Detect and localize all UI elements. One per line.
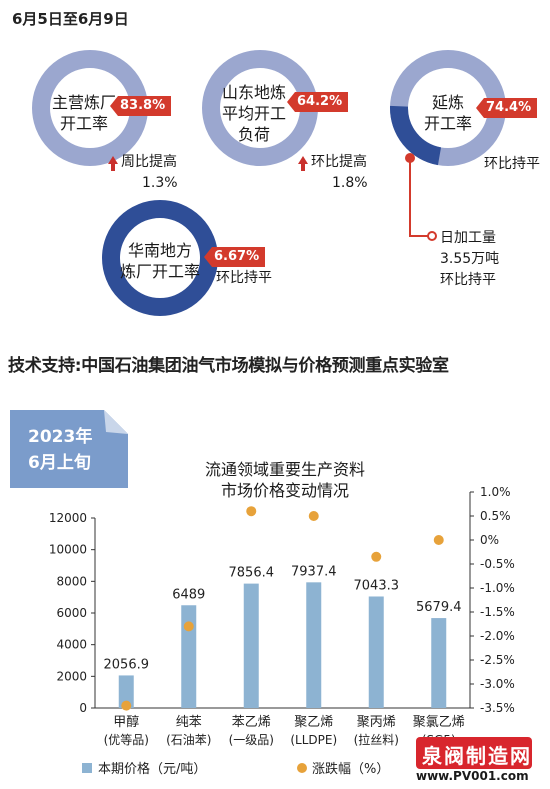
bar-value-label: 6489: [172, 587, 205, 602]
change-note: 环比提高 1.8%: [298, 152, 368, 194]
indicator-label: 山东地炼 平均开工 负荷: [221, 83, 286, 144]
category-sub-label: (拉丝料): [354, 732, 399, 747]
watermark-name: 泉阀制造网: [422, 744, 532, 768]
chart-title-line2: 市场价格变动情况: [220, 481, 349, 500]
category-sub-label: (LLDPE): [290, 733, 337, 747]
value-flag: 64.2%: [287, 92, 349, 112]
right-tick-label: -1.5%: [480, 605, 515, 619]
change-note: 周比提高 1.3%: [108, 152, 178, 194]
right-tick-label: 0%: [480, 533, 499, 547]
left-tick-label: 2000: [56, 669, 87, 683]
category-label: 甲醇: [113, 714, 139, 730]
right-tick-label: -2.0%: [480, 629, 515, 643]
right-tick-label: -1.0%: [480, 581, 515, 595]
change-note: 环比持平: [484, 156, 540, 172]
bar-value-label: 2056.9: [104, 657, 150, 672]
bar: [368, 596, 384, 708]
bar-value-label: 7937.4: [291, 564, 337, 579]
category-sub-label: (一级品): [229, 733, 274, 747]
bar: [306, 582, 322, 708]
extra-note: 日加工量 3.55万吨 环比持平: [440, 230, 500, 288]
category-label: 聚丙烯: [357, 715, 396, 730]
legend-dot-label: 涨跌幅（%）: [312, 761, 389, 777]
change-dot: [308, 511, 319, 521]
legend-dot-swatch: [297, 763, 307, 773]
bar-value-label: 7856.4: [229, 566, 275, 581]
bar: [243, 583, 259, 708]
right-tick-label: -0.5%: [480, 557, 515, 571]
value-flag: 74.4%: [476, 98, 538, 118]
category-sub-label: (优等品): [104, 733, 149, 747]
legend-bar-label: 本期价格（元/吨）: [98, 761, 206, 777]
watermark-url: www.PV001.com: [416, 769, 529, 783]
indicator-label: 华南地方 炼厂开工率: [119, 241, 200, 281]
category-label: 聚乙烯: [294, 715, 333, 730]
date-range-title: 6月5日至6月9日: [12, 10, 129, 28]
left-tick-label: 0: [79, 701, 87, 715]
left-tick-label: 12000: [49, 511, 87, 525]
right-tick-label: 1.0%: [480, 485, 511, 499]
left-tick-label: 4000: [56, 638, 87, 652]
indicator-label: 延炼 开工率: [423, 93, 472, 133]
corner-period: 6月上旬: [28, 453, 91, 473]
change-dot: [246, 506, 257, 517]
corner-year: 2023年: [28, 427, 93, 447]
right-tick-label: -3.0%: [480, 677, 515, 691]
bar-value-label: 5679.4: [416, 600, 462, 615]
price-chart: 0 2000 4000 6000 8000 10000 12000 1.0% 0.5% 0% -0.…: [49, 485, 515, 777]
bar: [118, 675, 134, 708]
change-dot: [433, 535, 444, 545]
chart-title-line1: 流通领域重要生产资料: [204, 460, 365, 479]
bar: [431, 618, 447, 708]
change-dot: [371, 551, 382, 562]
right-tick-label: -3.5%: [480, 701, 515, 715]
up-arrow-icon: [298, 156, 308, 171]
connector-line: [405, 153, 437, 241]
left-tick-label: 8000: [56, 574, 87, 588]
category-label: 聚氯乙烯: [413, 715, 465, 730]
bar: [181, 605, 197, 708]
left-tick-label: 10000: [49, 543, 87, 557]
right-tick-label: 0.5%: [480, 509, 511, 523]
change-note: 环比持平: [216, 270, 272, 286]
value-flag: 83.8%: [110, 96, 172, 116]
up-arrow-icon: [108, 156, 118, 171]
indicator-label: 主营炼厂 开工率: [51, 93, 116, 133]
category-label: 纯苯: [176, 715, 202, 730]
tech-support-text: 技术支持:中国石油集团油气市场模拟与价格预测重点实验室: [8, 356, 449, 376]
legend-bar-swatch: [82, 763, 92, 773]
category-label: 苯乙烯: [232, 715, 271, 730]
watermark-logo: [416, 737, 532, 769]
category-sub-label: (石油苯): [166, 733, 211, 747]
bar-value-label: 7043.3: [354, 578, 400, 593]
change-dot: [121, 700, 132, 711]
corner-tag: [10, 410, 128, 488]
right-tick-label: -2.5%: [480, 653, 515, 667]
value-flag: 6.67%: [204, 247, 266, 267]
change-dot: [183, 621, 194, 632]
left-tick-label: 6000: [56, 606, 87, 620]
